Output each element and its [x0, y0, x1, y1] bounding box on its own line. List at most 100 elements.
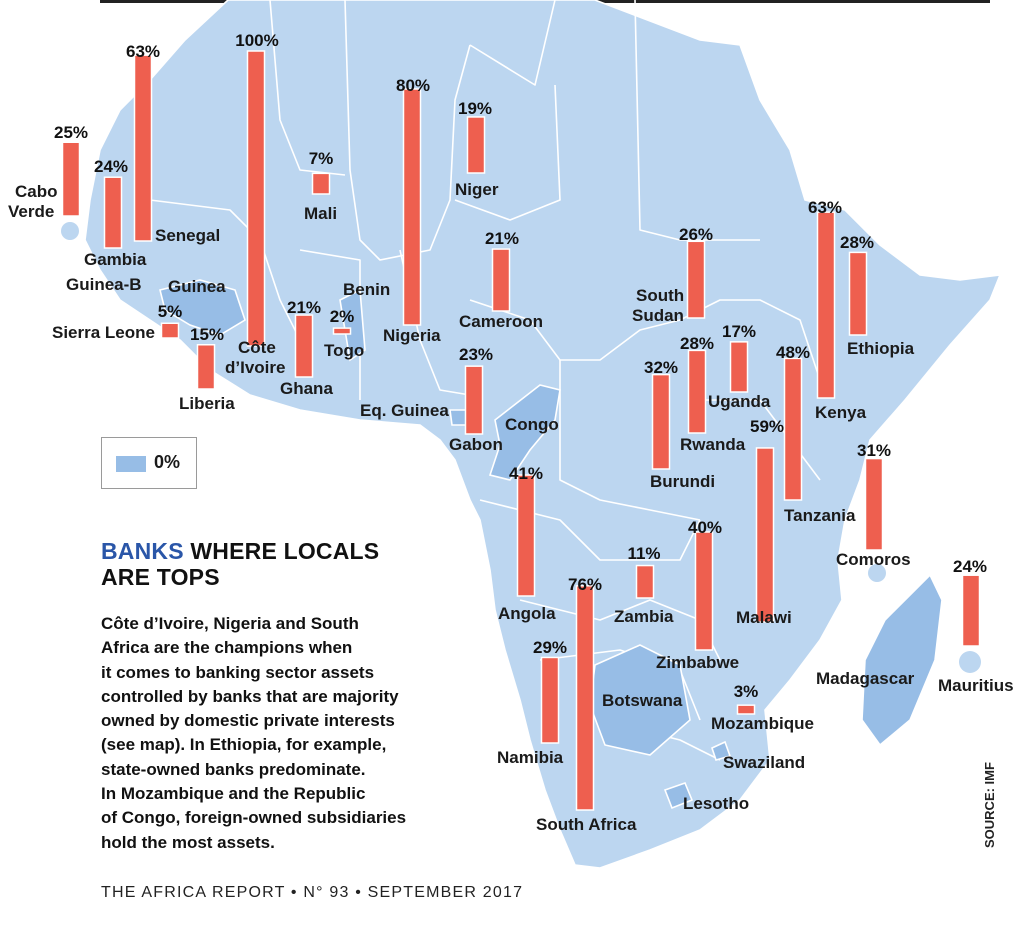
pct-zimbabwe: 40%	[688, 518, 722, 537]
pct-uganda: 17%	[722, 322, 756, 341]
bar-cameroon	[491, 248, 511, 312]
comoros-island	[868, 564, 886, 582]
map-legend: 0%	[101, 437, 197, 489]
body-line: In Mozambique and the Republic	[101, 784, 366, 804]
bar-layer	[61, 50, 981, 811]
body-text: Côte d’Ivoire, Nigeria and South Africa …	[101, 612, 461, 855]
bar-mozambique	[736, 704, 756, 715]
body-line: hold the most assets.	[101, 832, 275, 852]
footer: THE AFRICA REPORT • N° 93 • SEPTEMBER 20…	[101, 884, 524, 901]
label-cote-divoire-1: Côte	[238, 338, 276, 357]
label-liberia: Liberia	[179, 394, 235, 413]
label-congo: Congo	[505, 415, 559, 434]
label-south-sudan-2: Sudan	[632, 306, 684, 325]
bar-ghana	[294, 314, 314, 378]
bar-liberia	[196, 344, 216, 390]
bar-rwanda	[687, 349, 707, 434]
label-south-africa: South Africa	[536, 815, 637, 834]
body-line: Côte d’Ivoire, Nigeria and South	[101, 614, 359, 633]
label-cabo-verde-2: Verde	[8, 202, 54, 221]
pct-niger: 19%	[458, 99, 492, 118]
pct-senegal: 63%	[126, 42, 160, 61]
pct-namibia: 29%	[533, 638, 567, 657]
bar-comoros	[864, 457, 884, 551]
label-mozambique: Mozambique	[711, 714, 814, 733]
label-zimbabwe: Zimbabwe	[656, 653, 739, 672]
label-madagascar: Madagascar	[816, 669, 915, 688]
label-nigeria: Nigeria	[383, 326, 441, 345]
bar-gambia	[103, 176, 123, 249]
bar-cabo-verde	[61, 141, 81, 217]
bar-zimbabwe	[694, 531, 714, 651]
label-cabo-verde-1: Cabo	[15, 182, 58, 201]
congo-region	[488, 384, 561, 481]
bar-south-africa	[575, 585, 595, 811]
label-guinea: Guinea	[168, 277, 226, 296]
label-namibia: Namibia	[497, 748, 564, 767]
bar-malawi	[755, 447, 775, 623]
label-ethiopia: Ethiopia	[847, 339, 915, 358]
pct-malawi: 59%	[750, 417, 784, 436]
label-gambia: Gambia	[84, 250, 147, 269]
label-mali: Mali	[304, 204, 337, 223]
bar-kenya	[816, 211, 836, 399]
body-line: state-owned banks predominate.	[101, 759, 366, 779]
bar-ethiopia	[848, 251, 868, 336]
label-burundi: Burundi	[650, 472, 715, 491]
legend-zero-label: 0%	[154, 452, 181, 472]
label-ghana: Ghana	[280, 379, 333, 398]
pct-burundi: 32%	[644, 358, 678, 377]
label-comoros: Comoros	[836, 550, 911, 569]
pct-nigeria: 80%	[396, 76, 430, 95]
body-line: controlled by banks that are majority	[101, 686, 399, 706]
bar-c-te-d-ivoire	[246, 50, 266, 347]
label-senegal: Senegal	[155, 226, 220, 245]
pct-cote-divoire: 100%	[235, 31, 278, 50]
bar-namibia	[540, 656, 560, 744]
pct-togo: 2%	[330, 307, 355, 326]
pct-liberia: 15%	[190, 325, 224, 344]
bar-senegal	[133, 54, 153, 242]
bar-zambia	[635, 564, 655, 599]
pct-south-africa: 76%	[568, 575, 602, 594]
label-kenya: Kenya	[815, 403, 867, 422]
label-togo: Togo	[324, 341, 364, 360]
label-sierra-leone: Sierra Leone	[52, 323, 155, 342]
headline: BANKS WHERE LOCALS ARE TOPS	[101, 538, 379, 590]
body-line: owned by domestic private interests	[101, 711, 395, 731]
bar-niger	[466, 116, 486, 174]
label-benin: Benin	[343, 280, 390, 299]
label-mauritius: Mauritius	[938, 676, 1014, 695]
pct-gabon: 23%	[459, 345, 493, 364]
label-eq-guinea: Eq. Guinea	[360, 401, 449, 420]
pct-tanzania: 48%	[776, 343, 810, 362]
bar-mauritius	[961, 574, 981, 647]
label-swaziland: Swaziland	[723, 753, 805, 772]
bar-burundi	[651, 373, 671, 470]
headline-rest: WHERE LOCALS	[183, 538, 380, 564]
pct-rwanda: 28%	[680, 334, 714, 353]
bar-mali	[311, 172, 331, 195]
lesotho-region	[663, 781, 694, 810]
label-gabon: Gabon	[449, 435, 503, 454]
benin-region	[339, 288, 366, 362]
label-guinea-b: Guinea-B	[66, 275, 142, 294]
bar-uganda	[729, 341, 749, 393]
body-line: it comes to banking sector assets	[101, 662, 375, 682]
body-line: of Congo, foreign-owned subsidiaries	[101, 808, 407, 828]
label-rwanda: Rwanda	[680, 435, 746, 454]
headline-accent: BANKS	[101, 538, 184, 564]
pct-zambia: 11%	[627, 544, 660, 563]
body-line: Africa are the champions when	[101, 638, 353, 658]
label-lesotho: Lesotho	[683, 794, 749, 813]
bar-tanzania	[783, 357, 803, 501]
label-uganda: Uganda	[708, 392, 771, 411]
bar-togo	[332, 327, 352, 335]
pct-mali: 7%	[309, 149, 334, 168]
pct-cabo-verde: 25%	[54, 123, 88, 142]
mauritius-island	[959, 651, 981, 673]
pct-comoros: 31%	[857, 441, 891, 460]
label-cote-divoire-2: d’Ivoire	[225, 358, 285, 377]
label-south-sudan-1: South	[636, 286, 684, 305]
